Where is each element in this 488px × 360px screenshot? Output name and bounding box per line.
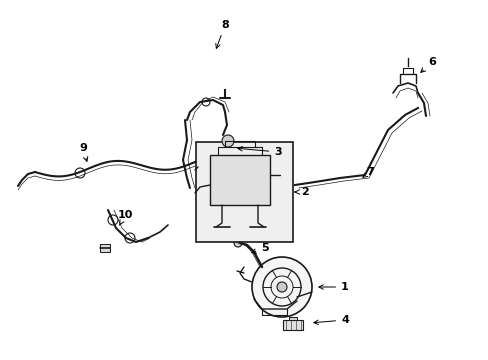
Circle shape <box>251 257 311 317</box>
Text: 9: 9 <box>79 143 88 161</box>
Text: 2: 2 <box>294 187 308 197</box>
Text: 8: 8 <box>215 20 228 48</box>
Text: 5: 5 <box>251 243 268 253</box>
Circle shape <box>276 282 286 292</box>
Polygon shape <box>288 317 296 320</box>
Text: 10: 10 <box>117 210 132 225</box>
Text: 1: 1 <box>318 282 348 292</box>
Text: 7: 7 <box>362 167 373 177</box>
Polygon shape <box>100 244 110 252</box>
Circle shape <box>234 239 242 247</box>
Circle shape <box>222 135 234 147</box>
Text: 3: 3 <box>237 147 281 157</box>
Text: 4: 4 <box>313 315 348 325</box>
Bar <box>196 142 292 242</box>
Polygon shape <box>283 320 303 330</box>
Text: 6: 6 <box>420 57 435 72</box>
Bar <box>209 155 269 205</box>
